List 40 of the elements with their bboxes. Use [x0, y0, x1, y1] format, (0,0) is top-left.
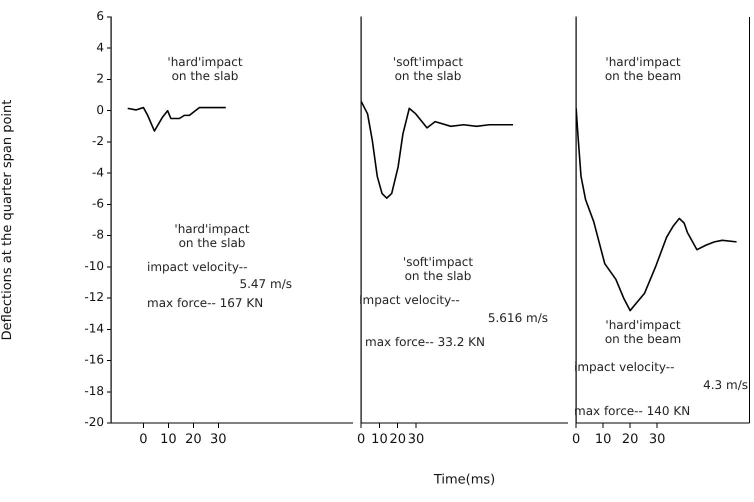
y-axis-title: Deflections at the quarter span point [0, 100, 16, 340]
x-tick-label: 0 [572, 432, 580, 448]
y-tick-label: 0 [96, 102, 104, 117]
x-tick-label: 20 [622, 432, 638, 448]
y-tick-label: -4 [92, 165, 104, 180]
y-tick-label: -10 [84, 258, 104, 273]
y-tick-label: -18 [84, 384, 104, 398]
annotation: 'soft'impact on the slab [392, 55, 464, 83]
y-tick-label: 2 [96, 72, 104, 86]
y-tick-label: -14 [84, 321, 104, 336]
x-tick-label: 0 [139, 432, 148, 448]
x-tick-label: 10 [594, 432, 612, 448]
y-tick-label: -16 [84, 352, 104, 367]
x-tick-label: 20 [389, 432, 406, 448]
x-tick-label: 0 [356, 432, 366, 448]
annotation: 'hard'impact on the beam [604, 318, 682, 346]
x-tick-label: 30 [648, 432, 666, 448]
y-tick-label: -20 [84, 415, 104, 430]
x-axis-title: Time(ms) [432, 472, 496, 488]
y-tick-label: 6 [96, 9, 104, 24]
annotation: 'soft'impact on the slab [402, 255, 474, 283]
y-tick-label: -2 [92, 134, 104, 148]
x-tick-label: 10 [160, 432, 177, 448]
x-tick-label: 20 [185, 432, 202, 448]
annotation: 'hard'impact on the beam [604, 55, 682, 83]
y-tick-label: -12 [84, 290, 104, 304]
annotation: 'hard'impact on the slab [174, 222, 250, 250]
annotation: 5.616 m/s [488, 311, 548, 325]
annotation: max force-- 33.2 KN [365, 335, 486, 349]
annotation: max force-- 167 KN [147, 296, 264, 310]
y-tick-label: 4 [96, 40, 104, 54]
x-tick-label: 30 [210, 432, 227, 448]
y-tick-label: -6 [92, 196, 104, 211]
annotation: 'hard'impact on the slab [167, 55, 243, 83]
annotation: 5.47 m/s [239, 277, 292, 291]
x-tick-label: 10 [371, 432, 388, 448]
x-tick-label: 30 [408, 432, 424, 448]
annotation: 4.3 m/s [703, 378, 748, 392]
annotation: impact velocity-- [147, 260, 248, 274]
y-tick-label: -8 [92, 228, 104, 242]
